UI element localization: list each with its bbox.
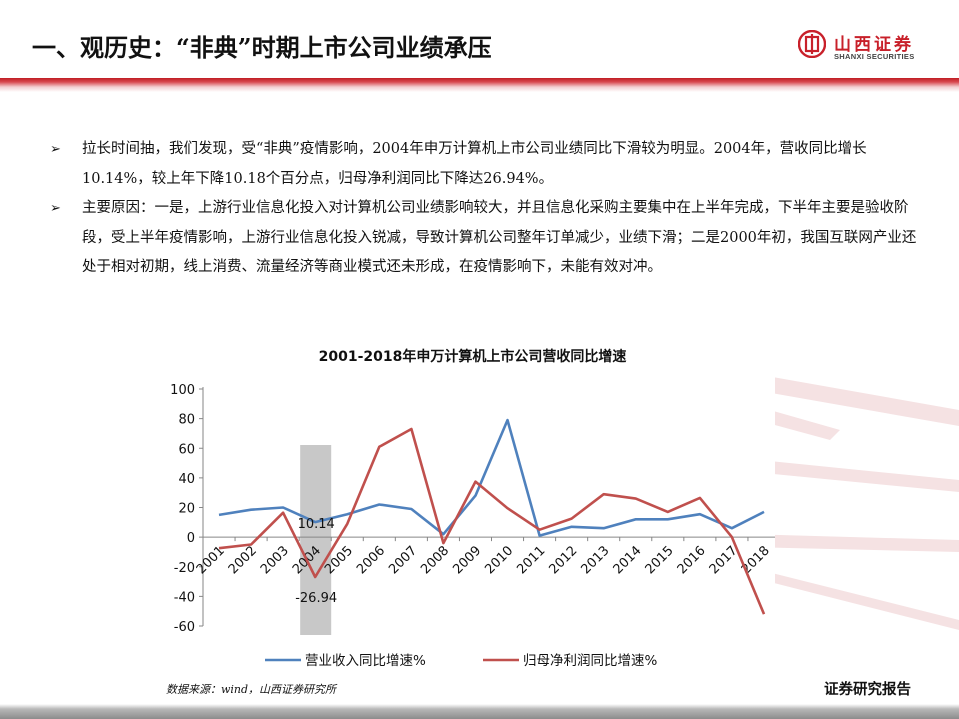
profit-growth-line — [218, 427, 766, 615]
bullet-text: 拉长时间抽，我们发现，受“非典”疫情影响，2004年申万计算机上市公司业绩同比下… — [82, 141, 867, 187]
data-label: 10.14 — [298, 517, 335, 532]
bullet-item-2: ➢ 主要原因：一是，上游行业信息化投入对计算机公司业绩影响较大，并且信息化采购主… — [50, 194, 920, 283]
x-tick-label: 2008 — [418, 543, 452, 577]
y-tick-label: 20 — [178, 502, 195, 517]
highlight-bar — [300, 445, 332, 635]
y-tick-label: 40 — [178, 472, 195, 487]
legend-label: 归母净利润同比增速% — [523, 652, 657, 669]
logo-chinese-name: 山西证券 — [834, 35, 914, 55]
y-tick-label: -20 — [174, 561, 195, 576]
y-tick-label: 0 — [187, 531, 195, 546]
logo-english-name: SHANXI SECURITIES — [834, 52, 915, 61]
y-tick-label: 60 — [178, 442, 195, 457]
revenue-growth-line — [218, 418, 765, 537]
x-tick-label: 2009 — [450, 543, 484, 577]
y-tick-label: 100 — [170, 383, 195, 398]
line-chart: 100806040200-20-40-602001200220032004200… — [170, 383, 775, 669]
y-tick-label: -40 — [174, 590, 195, 605]
bullet-arrow-icon: ➢ — [50, 142, 61, 157]
header-divider — [0, 78, 959, 92]
x-tick-label: 2018 — [739, 543, 773, 577]
x-tick-label: 2010 — [482, 543, 516, 577]
footer-bar — [0, 704, 959, 719]
report-label: 证券研究报告 — [824, 682, 911, 698]
data-source-note: 数据来源：wind，山西证券研究所 — [166, 683, 337, 696]
legend-label: 营业收入同比增速% — [305, 653, 426, 669]
x-tick-label: 2014 — [611, 543, 645, 577]
y-tick-label: -60 — [174, 620, 195, 635]
x-tick-label: 2012 — [546, 543, 580, 577]
bullet-text: 主要原因：一是，上游行业信息化投入对计算机公司业绩影响较大，并且信息化采购主要集… — [82, 200, 917, 275]
x-tick-label: 2007 — [386, 543, 420, 577]
logo-emblem-icon — [798, 30, 826, 58]
chart-title: 2001-2018年申万计算机上市公司营收同比增速 — [318, 349, 627, 365]
bullet-arrow-icon: ➢ — [50, 201, 61, 216]
bullet-list: ➢ 拉长时间抽，我们发现，受“非典”疫情影响，2004年申万计算机上市公司业绩同… — [50, 135, 920, 283]
x-tick-label: 2013 — [579, 543, 613, 577]
x-tick-label: 2006 — [354, 543, 388, 577]
page-title: 一、观历史：“非典”时期上市公司业绩承压 — [32, 33, 492, 62]
bullet-item-1: ➢ 拉长时间抽，我们发现，受“非典”疫情影响，2004年申万计算机上市公司业绩同… — [50, 135, 920, 194]
x-tick-label: 2016 — [675, 543, 709, 577]
x-tick-label: 2011 — [514, 543, 548, 577]
data-label: -26.94 — [295, 591, 337, 606]
x-tick-label: 2003 — [258, 543, 292, 577]
x-tick-label: 2002 — [226, 543, 260, 577]
y-tick-label: 80 — [178, 413, 195, 428]
x-tick-label: 2015 — [643, 543, 677, 577]
chart-panel: 2001-2018年申万计算机上市公司营收同比增速 100 80 60 40 20 0 -2… — [145, 332, 775, 704]
company-logo: 山西证券 SHANXI SECURITIES — [798, 28, 928, 68]
